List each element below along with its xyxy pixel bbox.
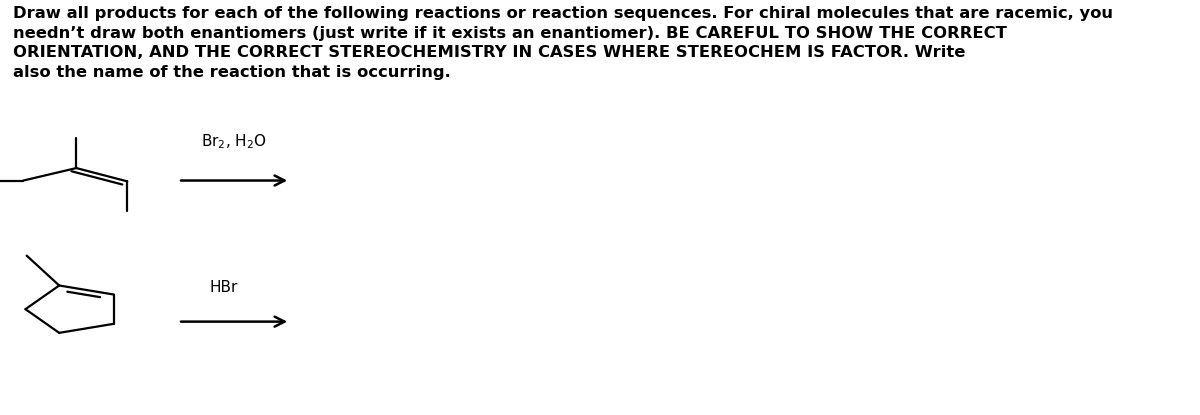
Text: Draw all products for each of the following reactions or reaction sequences. For: Draw all products for each of the follow… — [13, 6, 1114, 80]
Text: Br$_2$, H$_2$O: Br$_2$, H$_2$O — [202, 133, 268, 151]
Text: HBr: HBr — [210, 280, 238, 295]
